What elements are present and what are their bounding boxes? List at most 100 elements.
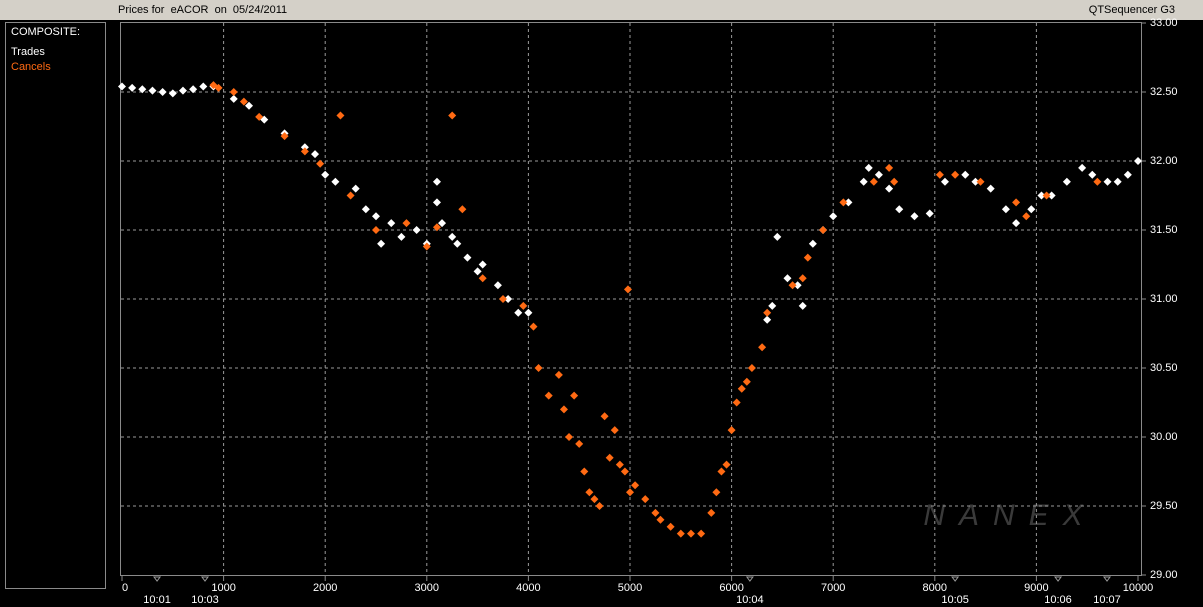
point: [656, 515, 665, 524]
point: [1042, 191, 1051, 200]
point: [773, 232, 782, 241]
point: [925, 209, 934, 218]
point: [722, 460, 731, 469]
point: [1022, 212, 1031, 221]
time-tick-label: 10:07: [1093, 594, 1121, 606]
point: [438, 219, 447, 228]
point: [178, 86, 187, 95]
x-tick-label: 4000: [516, 582, 540, 594]
point: [336, 111, 345, 120]
point: [951, 170, 960, 179]
y-tick-label: 31.50: [1150, 224, 1178, 236]
point: [214, 83, 223, 92]
point: [1047, 191, 1056, 200]
point: [829, 212, 838, 221]
y-tick-label: 29.50: [1150, 500, 1178, 512]
point: [1088, 170, 1097, 179]
point: [747, 364, 756, 372]
point: [869, 177, 878, 186]
point: [631, 481, 640, 490]
point: [798, 274, 807, 283]
point: [529, 322, 538, 331]
point: [478, 260, 487, 269]
point: [758, 343, 767, 352]
point: [885, 184, 894, 193]
point: [1027, 205, 1036, 214]
x-tick-label: 6000: [719, 582, 743, 594]
point: [504, 295, 513, 303]
point: [971, 177, 980, 186]
point: [940, 177, 949, 186]
point: [118, 82, 126, 91]
y-tick-label: 32.50: [1150, 86, 1178, 98]
point: [788, 281, 797, 290]
point: [686, 529, 695, 538]
point: [600, 412, 609, 421]
point: [1113, 177, 1122, 186]
point: [976, 177, 985, 186]
point: [580, 467, 589, 476]
point: [387, 219, 396, 228]
legend-entry: Cancels: [11, 61, 51, 73]
y-tick-label: 31.00: [1150, 293, 1178, 305]
point: [534, 364, 543, 372]
point: [239, 97, 248, 106]
point: [707, 508, 716, 517]
app-name: QTSequencer G3: [1089, 4, 1175, 16]
point: [651, 508, 660, 517]
point: [605, 453, 614, 462]
point: [895, 205, 904, 214]
point: [986, 184, 995, 193]
y-tick-label: 32.00: [1150, 155, 1178, 167]
point: [763, 315, 772, 324]
point: [641, 495, 650, 504]
point: [610, 426, 619, 435]
point: [229, 88, 238, 96]
x-tick-label: 10000: [1123, 582, 1154, 594]
point: [432, 198, 441, 207]
point: [316, 159, 325, 168]
point: [844, 198, 853, 207]
time-tick-label: 10:06: [1044, 594, 1072, 606]
y-tick-label: 29.00: [1150, 569, 1178, 581]
point: [839, 198, 848, 207]
time-tick-label: 10:03: [191, 594, 219, 606]
point: [402, 219, 411, 228]
x-tick-label: 7000: [821, 582, 845, 594]
point: [910, 212, 919, 221]
point: [1037, 191, 1046, 200]
point: [697, 529, 706, 538]
point: [493, 281, 502, 290]
point: [712, 488, 721, 497]
point: [377, 239, 386, 248]
point: [346, 191, 355, 200]
point: [732, 398, 741, 407]
point: [565, 433, 574, 441]
point: [1134, 157, 1142, 165]
point: [397, 232, 406, 241]
point: [321, 170, 330, 179]
point: [595, 502, 604, 510]
point: [676, 529, 685, 538]
point: [432, 177, 441, 186]
point: [1012, 198, 1021, 207]
point: [519, 301, 528, 310]
point: [808, 239, 817, 248]
point: [448, 111, 457, 120]
point: [1123, 170, 1132, 179]
point: [422, 242, 431, 251]
point: [1062, 177, 1071, 186]
x-tick-label: 2000: [313, 582, 337, 594]
point: [935, 170, 944, 179]
title-bar: [0, 0, 1203, 20]
point: [783, 274, 792, 283]
x-tick-label: 5000: [618, 582, 642, 594]
point: [189, 85, 198, 94]
time-tick: [1054, 576, 1063, 582]
point: [458, 205, 467, 214]
point: [499, 295, 507, 303]
point: [819, 226, 828, 234]
point: [148, 86, 157, 95]
point: [626, 488, 634, 497]
